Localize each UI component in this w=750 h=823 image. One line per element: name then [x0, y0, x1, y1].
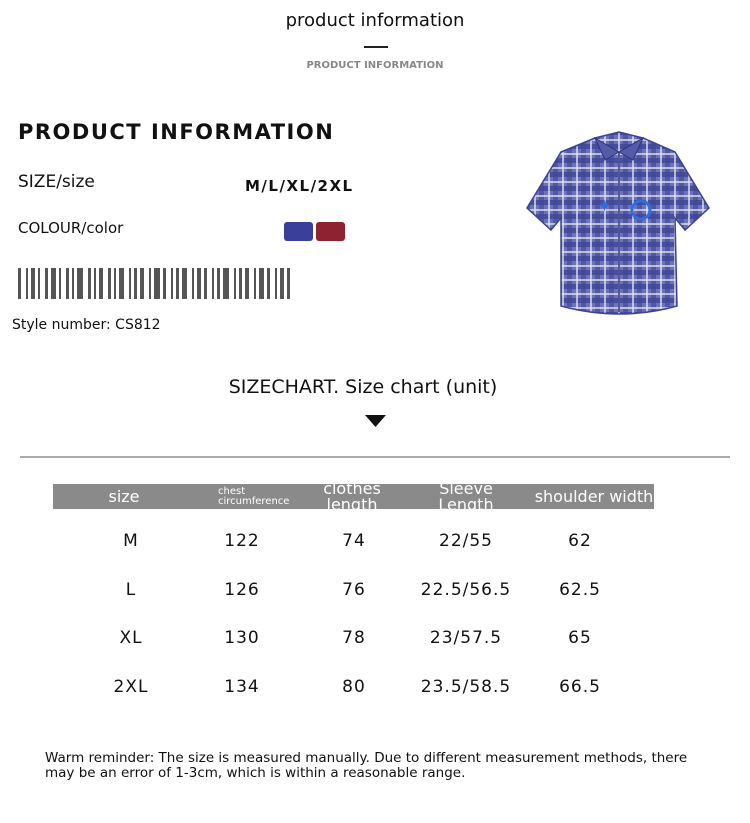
table-header-cell: size: [108, 486, 140, 506]
svg-text:✦: ✦: [597, 196, 612, 217]
barcode-bar: [108, 268, 111, 299]
size-chart-title: SIZECHART. Size chart (unit): [228, 376, 498, 398]
barcode-bar: [287, 268, 290, 299]
table-header-cell: chest circumference: [218, 485, 290, 507]
barcode-bar: [72, 268, 74, 299]
section-rule: [20, 456, 730, 458]
table-header-cell: shoulder width: [534, 486, 654, 506]
table-cell: 65: [568, 628, 592, 648]
barcode-bar: [197, 268, 201, 299]
barcode-bar: [267, 268, 270, 299]
barcode-bar: [192, 268, 194, 299]
section-heading: PRODUCT INFORMATION: [18, 120, 335, 144]
table-cell: 23/57.5: [429, 628, 503, 648]
table-cell: 22/55: [439, 531, 493, 551]
table-cell: 74: [342, 531, 366, 551]
barcode-bar: [176, 268, 179, 299]
table-header-cell: clothes length: [323, 478, 381, 514]
barcode-bar: [149, 268, 151, 299]
table-header-cell: Sleeve Length: [438, 478, 494, 514]
barcode-bar: [38, 268, 40, 299]
table-cell: 78: [342, 628, 366, 648]
table-cell: 134: [224, 677, 260, 697]
product-image: ✦: [526, 131, 710, 315]
barcode-bar: [26, 268, 28, 299]
barcode-bar: [129, 268, 131, 299]
barcode-bar: [275, 268, 277, 299]
barcode-bar: [51, 268, 56, 299]
barcode-bar: [114, 268, 116, 299]
page-title: product information: [285, 10, 465, 31]
barcode-bar: [88, 268, 91, 299]
table-cell: 122: [224, 531, 260, 551]
swatch-blue: [284, 222, 313, 241]
barcode-bar: [163, 268, 166, 299]
table-cell: 62: [568, 531, 592, 551]
barcode-bar: [66, 268, 69, 299]
barcode-bar: [182, 268, 187, 299]
swatch-red: [316, 222, 345, 241]
reminder-note: Warm reminder: The size is measured manu…: [45, 750, 688, 781]
barcode-bar: [245, 268, 249, 299]
divider: [364, 46, 388, 48]
barcode-bar: [31, 268, 35, 299]
barcode-bar: [77, 268, 83, 299]
table-cell: 62.5: [559, 580, 601, 600]
style-number: Style number: CS812: [12, 317, 161, 333]
size-value: M/L/XL/2XL: [245, 177, 354, 195]
barcode-bar: [154, 268, 160, 299]
barcode-bar: [239, 268, 242, 299]
barcode-bar: [217, 268, 220, 299]
table-cell: 23.5/58.5: [420, 677, 512, 697]
table-cell: XL: [119, 628, 143, 648]
barcode-bar: [134, 268, 137, 299]
barcode-bar: [119, 268, 124, 299]
table-cell: 126: [224, 580, 260, 600]
barcode: [18, 268, 290, 299]
table-cell: 66.5: [559, 677, 601, 697]
size-label: SIZE/size: [18, 172, 95, 192]
barcode-bar: [140, 268, 144, 299]
barcode-bar: [171, 268, 173, 299]
table-header-bar: [53, 484, 654, 509]
table-cell: 22.5/56.5: [420, 580, 512, 600]
barcode-bar: [212, 268, 214, 299]
barcode-bar: [223, 268, 229, 299]
barcode-bar: [280, 268, 284, 299]
barcode-bar: [259, 268, 264, 299]
barcode-bar: [45, 268, 48, 299]
barcode-bar: [94, 268, 96, 299]
table-cell: M: [123, 531, 139, 551]
barcode-bar: [234, 268, 236, 299]
barcode-bar: [18, 268, 21, 299]
barcode-bar: [99, 268, 103, 299]
table-cell: 130: [224, 628, 260, 648]
table-cell: 2XL: [113, 677, 149, 697]
page-subtitle: PRODUCT INFORMATION: [306, 60, 444, 71]
barcode-bar: [204, 268, 207, 299]
table-cell: 80: [342, 677, 366, 697]
arrow-down: [365, 415, 386, 427]
colour-label: COLOUR/color: [18, 219, 124, 237]
table-cell: 76: [342, 580, 366, 600]
barcode-bar: [254, 268, 256, 299]
table-cell: L: [125, 580, 137, 600]
barcode-bar: [59, 268, 61, 299]
